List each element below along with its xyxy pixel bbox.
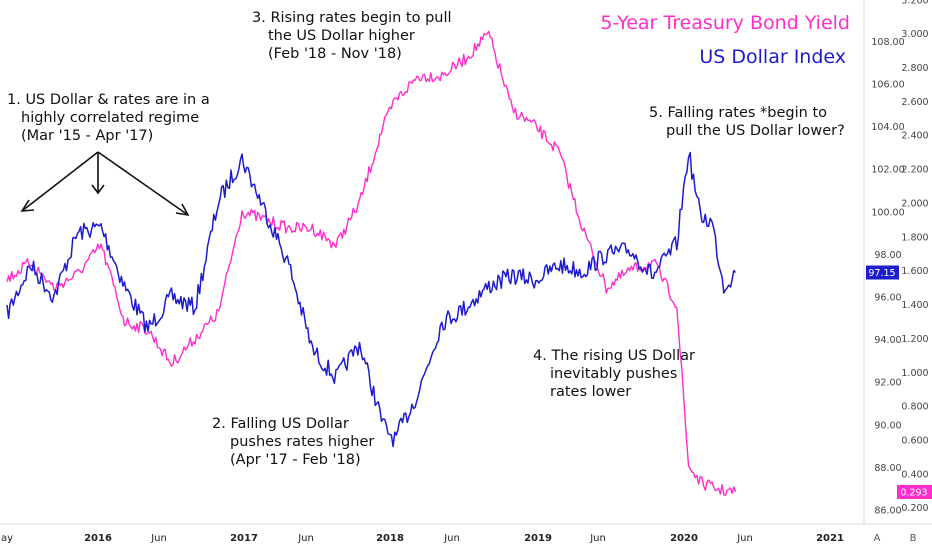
dollar-axis-tick-label: 106.00 bbox=[871, 80, 904, 91]
dollar-axis-tick-label: 94.00 bbox=[874, 335, 901, 346]
dollar-axis-tick-label: 104.00 bbox=[871, 122, 904, 133]
time-axis-tick-label: 2017 bbox=[230, 533, 258, 544]
yield-axis-tick-label: 1.200 bbox=[901, 334, 928, 345]
yield-last-value: 0.293 bbox=[900, 487, 927, 498]
yield-last-value-tag: 0.293 bbox=[897, 484, 932, 499]
auto-scale-label[interactable]: A bbox=[874, 533, 881, 544]
yield-axis-tick-label: 2.000 bbox=[901, 198, 928, 209]
yield-axis-tick-label: 3.000 bbox=[901, 29, 928, 40]
price-axis-panel bbox=[864, 0, 932, 524]
annotation-3-line-1: 3. Rising rates begin to pull bbox=[252, 10, 452, 26]
annotation-2-line-1: 2. Falling US Dollar bbox=[212, 416, 349, 432]
yield-series-line bbox=[6, 30, 737, 497]
time-axis-tick-label: 2021 bbox=[816, 533, 844, 544]
annotation-4-line-3: rates lower bbox=[550, 384, 631, 400]
annotation-1-line-2: highly correlated regime bbox=[21, 110, 199, 126]
dollar-axis-tick-label: 92.00 bbox=[874, 378, 901, 389]
log-scale-button[interactable]: B bbox=[910, 533, 917, 544]
time-axis-tick-label: 2020 bbox=[670, 533, 698, 544]
yield-axis-tick-label: 1.000 bbox=[901, 368, 928, 379]
yield-axis-tick-label: 2.800 bbox=[901, 63, 928, 74]
dollar-axis-tick-label: 100.00 bbox=[871, 207, 904, 218]
time-axis-tick-label: 2019 bbox=[524, 533, 552, 544]
yield-axis-tick-label: 2.400 bbox=[901, 131, 928, 142]
time-axis-ticks: ay 2016 Jun 2017 Jun 2018 Jun 2019 Jun 2020 Jun 202… bbox=[1, 533, 844, 544]
yield-axis-tick-label: 0.800 bbox=[901, 402, 928, 413]
dollar-axis-tick-label: 98.00 bbox=[874, 250, 901, 261]
yield-axis-tick-label: 1.400 bbox=[901, 300, 928, 311]
time-axis-tick-label: ay bbox=[1, 533, 13, 544]
yield-axis-tick-label: 0.600 bbox=[901, 435, 928, 446]
dollar-axis-tick-label: 90.00 bbox=[874, 420, 901, 431]
dollar-series-line bbox=[6, 151, 737, 448]
yield-axis-tick-label: 1.800 bbox=[901, 232, 928, 243]
dollar-axis-tick-label: 96.00 bbox=[874, 293, 901, 304]
yield-axis-tick-label: 2.200 bbox=[901, 165, 928, 176]
annotation-4-line-2: inevitably pushes bbox=[550, 366, 677, 382]
annotation-4: 4. The rising US Dollar inevitably pushe… bbox=[533, 348, 695, 400]
time-axis-tick-label: Jun bbox=[736, 533, 753, 544]
dollar-axis-ticks: 86.00 88.00 90.00 92.00 94.00 96.00 98.00 100.0… bbox=[871, 37, 904, 517]
annotation-1: 1. US Dollar & rates are in a highly cor… bbox=[7, 92, 210, 144]
annotation-1-line-3: (Mar '15 - Apr '17) bbox=[21, 128, 153, 144]
auto-scale-button[interactable]: A bbox=[874, 533, 881, 544]
annotation-2-line-3: (Apr '17 - Feb '18) bbox=[230, 452, 361, 468]
annotation-arrows bbox=[20, 151, 190, 217]
time-axis-tick-label: Jun bbox=[589, 533, 606, 544]
log-scale-label[interactable]: B bbox=[910, 533, 917, 544]
dollar-axis-tick-label: 102.00 bbox=[871, 165, 904, 176]
yield-axis-tick-label: 0.200 bbox=[901, 503, 928, 514]
annotation-3-line-3: (Feb '18 - Nov '18) bbox=[268, 46, 402, 62]
time-axis-tick-label: 2018 bbox=[376, 533, 404, 544]
dollar-last-value: 97.15 bbox=[868, 268, 895, 279]
yield-axis-tick-label: 0.400 bbox=[901, 469, 928, 480]
annotation-3-line-2: the US Dollar higher bbox=[268, 28, 415, 44]
annotation-2: 2. Falling US Dollar pushes rates higher… bbox=[212, 416, 374, 468]
yield-axis-tick-label: 3.200 bbox=[901, 0, 928, 6]
annotation-2-line-2: pushes rates higher bbox=[230, 434, 374, 450]
annotation-5: 5. Falling rates *begin to pull the US D… bbox=[649, 105, 845, 139]
dollar-axis-tick-label: 88.00 bbox=[874, 463, 901, 474]
time-axis-tick-label: Jun bbox=[443, 533, 460, 544]
chart-subtitle: US Dollar Index bbox=[699, 46, 846, 68]
chart-title: 5-Year Treasury Bond Yield bbox=[600, 12, 850, 34]
yield-axis-ticks: 0.200 0.400 0.600 0.800 1.000 1.200 1.400 1.600… bbox=[901, 0, 928, 514]
annotation-5-line-1: 5. Falling rates *begin to bbox=[649, 105, 827, 121]
time-axis-tick-label: Jun bbox=[150, 533, 167, 544]
yield-axis-tick-label: 2.600 bbox=[901, 97, 928, 108]
time-axis-tick-label: 2016 bbox=[84, 533, 112, 544]
dollar-last-value-tag: 97.15 bbox=[866, 265, 899, 280]
annotation-3: 3. Rising rates begin to pull the US Dol… bbox=[252, 10, 452, 62]
dollar-axis-tick-label: 108.00 bbox=[871, 37, 904, 48]
dollar-axis-tick-label: 86.00 bbox=[874, 506, 901, 517]
yield-axis-tick-label: 1.600 bbox=[901, 266, 928, 277]
annotation-4-line-1: 4. The rising US Dollar bbox=[533, 348, 695, 364]
time-axis-tick-label: Jun bbox=[297, 533, 314, 544]
annotation-5-line-2: pull the US Dollar lower? bbox=[666, 123, 845, 139]
annotation-1-line-1: 1. US Dollar & rates are in a bbox=[7, 92, 210, 108]
